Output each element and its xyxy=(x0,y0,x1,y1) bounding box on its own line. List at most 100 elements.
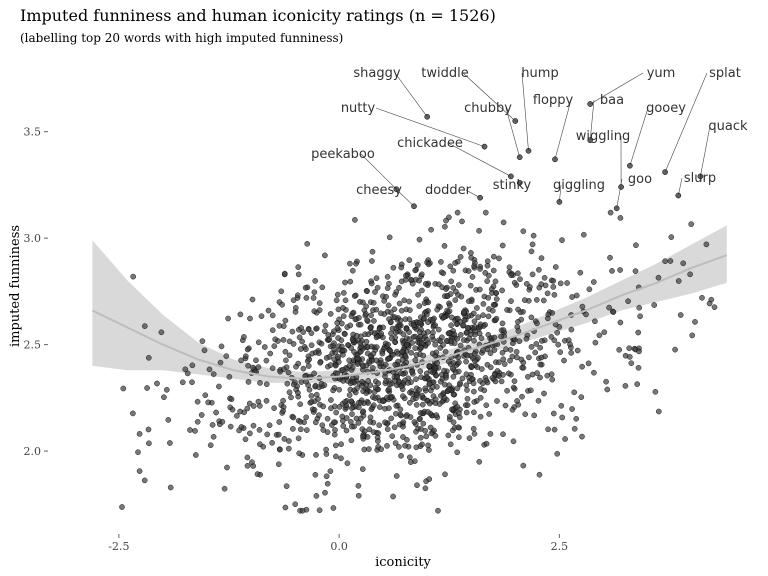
data-point xyxy=(454,321,460,327)
data-point xyxy=(348,398,355,405)
data-point xyxy=(299,507,306,514)
data-point xyxy=(406,399,413,406)
word-label: peekaboo xyxy=(311,147,375,162)
data-point xyxy=(672,346,678,353)
data-point xyxy=(342,297,349,304)
data-point xyxy=(403,413,410,420)
data-point xyxy=(551,426,558,433)
data-point xyxy=(276,419,283,425)
data-point xyxy=(448,322,454,329)
data-point xyxy=(532,349,539,356)
data-point xyxy=(494,398,500,404)
data-point xyxy=(466,435,473,442)
data-point xyxy=(136,431,143,437)
data-point xyxy=(332,442,339,449)
data-point xyxy=(403,325,410,332)
data-point xyxy=(292,501,299,508)
data-point xyxy=(289,328,296,335)
smooth-fit-line xyxy=(91,254,728,380)
data-point xyxy=(537,361,544,368)
data-point xyxy=(464,395,471,402)
data-point xyxy=(417,415,423,422)
data-point xyxy=(280,366,287,372)
data-point xyxy=(242,353,249,360)
data-point xyxy=(335,353,341,360)
data-point xyxy=(493,296,500,302)
data-point xyxy=(388,330,394,337)
data-point xyxy=(320,403,327,410)
data-point xyxy=(501,361,508,367)
data-point xyxy=(544,372,551,379)
data-point xyxy=(331,346,338,353)
data-point xyxy=(548,333,555,340)
data-point xyxy=(319,284,326,291)
data-point xyxy=(398,383,405,390)
data-point xyxy=(592,318,598,325)
word-label: hump xyxy=(521,66,558,81)
data-point xyxy=(338,343,345,350)
data-point xyxy=(483,377,490,384)
data-point xyxy=(141,323,148,329)
data-point xyxy=(475,314,482,321)
data-point xyxy=(617,215,624,221)
data-point xyxy=(579,433,585,440)
word-label: splat xyxy=(709,66,741,81)
data-point xyxy=(486,411,493,417)
data-point xyxy=(364,343,371,350)
data-point xyxy=(374,284,381,291)
data-point xyxy=(276,322,283,329)
data-point xyxy=(334,291,341,298)
data-point xyxy=(206,366,213,373)
data-point xyxy=(392,440,399,446)
data-point xyxy=(383,293,389,300)
data-point xyxy=(399,356,406,363)
data-point xyxy=(424,336,430,343)
word-label: quack xyxy=(708,119,748,134)
data-point xyxy=(356,314,362,321)
data-point xyxy=(423,311,430,318)
data-point xyxy=(346,357,353,364)
data-point xyxy=(263,357,270,364)
data-point xyxy=(285,445,292,452)
data-point xyxy=(302,284,309,291)
data-point xyxy=(336,386,343,393)
data-point xyxy=(551,291,558,298)
data-point xyxy=(392,339,398,345)
data-point xyxy=(530,232,537,239)
data-point xyxy=(339,366,346,373)
data-point xyxy=(511,279,518,286)
data-point xyxy=(363,338,370,345)
data-point xyxy=(429,384,436,391)
data-point xyxy=(508,272,514,279)
data-point xyxy=(442,223,448,230)
data-point xyxy=(456,434,462,441)
data-point xyxy=(310,295,317,301)
data-point xyxy=(538,281,545,287)
data-point xyxy=(380,324,386,331)
data-point xyxy=(549,376,556,383)
data-point xyxy=(407,307,413,313)
data-point xyxy=(412,267,419,274)
data-point xyxy=(375,438,381,444)
data-point xyxy=(454,403,461,410)
data-point xyxy=(573,292,580,299)
data-point xyxy=(323,446,329,453)
data-point xyxy=(257,380,263,386)
data-point xyxy=(247,430,253,437)
data-point xyxy=(364,317,370,323)
data-point xyxy=(499,242,506,249)
data-point xyxy=(342,331,348,337)
label-leader-line xyxy=(375,107,485,147)
data-point xyxy=(392,291,398,298)
data-point xyxy=(154,380,160,387)
data-point xyxy=(476,458,483,465)
data-point xyxy=(521,297,528,303)
data-point xyxy=(487,431,494,437)
data-point xyxy=(404,436,410,443)
data-point xyxy=(339,413,346,420)
data-point xyxy=(465,298,472,305)
data-point xyxy=(397,411,404,418)
data-point xyxy=(480,312,486,319)
data-point xyxy=(342,279,348,286)
data-point xyxy=(586,286,593,293)
